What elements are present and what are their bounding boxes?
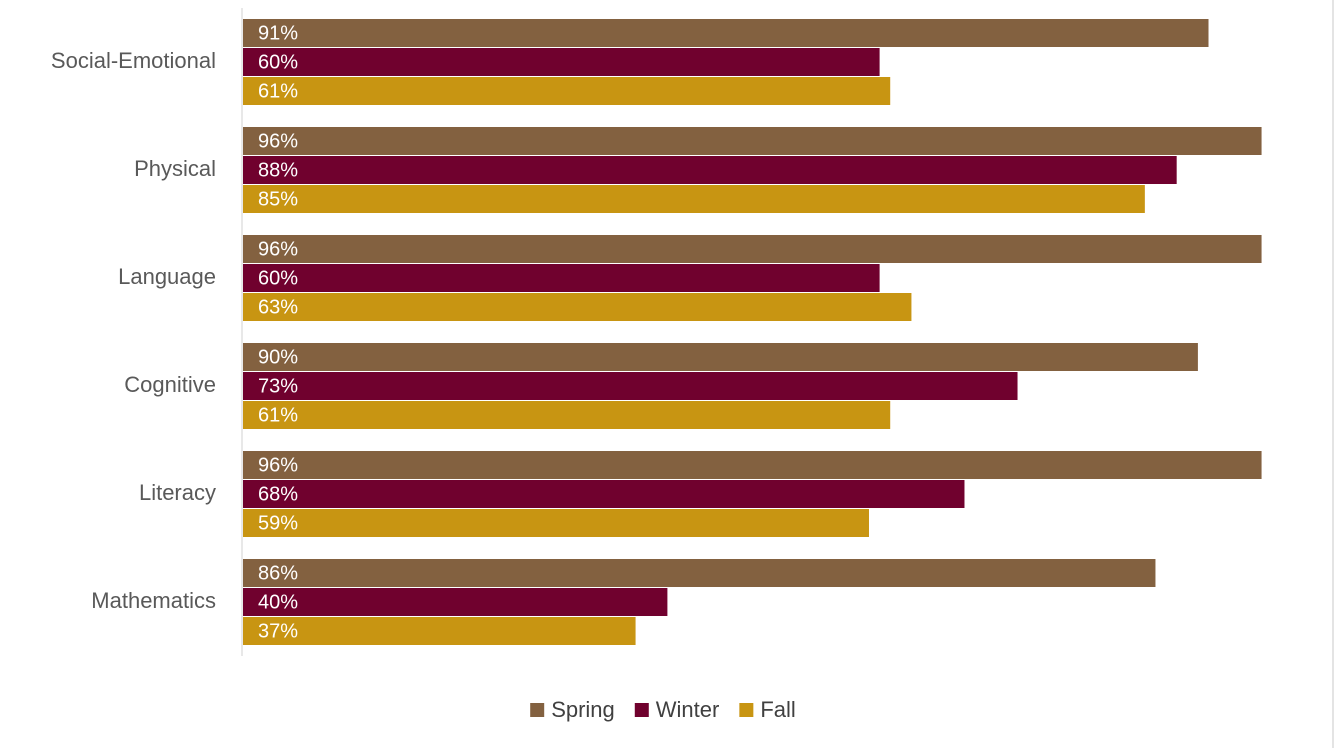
category-label: Physical xyxy=(134,156,216,181)
bar xyxy=(243,127,1262,155)
bar xyxy=(243,559,1156,587)
bar xyxy=(243,372,1018,400)
category-label: Mathematics xyxy=(91,588,216,613)
legend-label: Winter xyxy=(656,697,720,722)
data-label: 88% xyxy=(258,159,298,181)
legend-swatch xyxy=(634,703,649,717)
bar xyxy=(243,480,965,508)
data-label: 96% xyxy=(258,238,298,260)
data-label: 37% xyxy=(258,620,298,642)
data-label: 73% xyxy=(258,375,298,397)
bar xyxy=(243,343,1198,371)
bar xyxy=(243,617,636,645)
data-label: 60% xyxy=(258,51,298,73)
data-label: 90% xyxy=(258,346,298,368)
category-label: Literacy xyxy=(139,480,216,505)
bar xyxy=(243,293,912,321)
bar xyxy=(243,401,891,429)
data-label: 61% xyxy=(258,404,298,426)
data-label: 68% xyxy=(258,483,298,505)
data-label: 96% xyxy=(258,454,298,476)
data-label: 40% xyxy=(258,591,298,613)
bar xyxy=(243,451,1262,479)
bar xyxy=(243,509,869,537)
data-label: 85% xyxy=(258,188,298,210)
bar xyxy=(243,588,668,616)
data-label: 63% xyxy=(258,296,298,318)
category-label: Language xyxy=(118,264,216,289)
bar xyxy=(243,19,1209,47)
bar xyxy=(243,77,891,105)
data-label: 60% xyxy=(258,267,298,289)
category-label: Social-Emotional xyxy=(51,48,216,73)
bar xyxy=(243,185,1145,213)
data-label: 96% xyxy=(258,130,298,152)
legend-swatch xyxy=(530,703,545,717)
bar xyxy=(243,156,1177,184)
bar xyxy=(243,235,1262,263)
legend-label: Spring xyxy=(551,697,615,722)
bar xyxy=(243,264,880,292)
data-label: 61% xyxy=(258,80,298,102)
data-label: 59% xyxy=(258,512,298,534)
legend-swatch xyxy=(739,703,754,717)
legend-label: Fall xyxy=(760,697,795,722)
data-label: 91% xyxy=(258,22,298,44)
data-label: 86% xyxy=(258,562,298,584)
bar xyxy=(243,48,880,76)
category-label: Cognitive xyxy=(124,372,216,397)
